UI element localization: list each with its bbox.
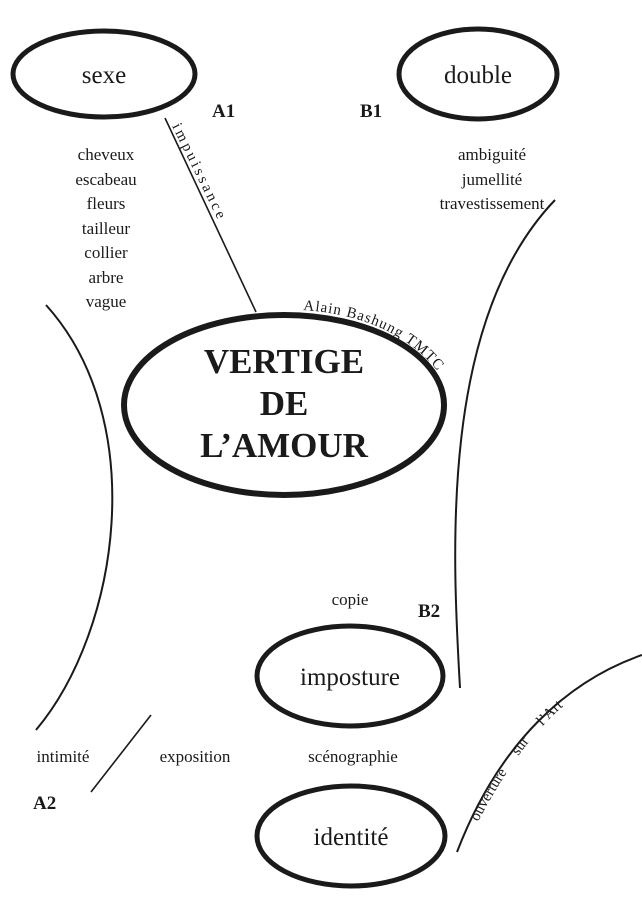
center-title-line3: L’AMOUR [200,426,369,465]
sexe-list-item: collier [84,243,128,262]
sexe-list-item: arbre [89,268,124,287]
sexe-node [10,28,198,120]
double-list-item: travestissement [440,194,545,213]
imposture-label: imposture [300,664,400,691]
exposition-label: exposition [160,747,231,766]
sexe-list-item: vague [86,292,127,311]
label-b1: B1 [360,101,382,122]
ouverture-arc-text: ouverture sur l’Art [467,697,566,824]
double-list-item: ambiguité [458,145,526,164]
ouverture-arc-label: ouverture sur l’Art [467,697,566,824]
identite-label: identité [314,824,389,851]
copie-label: copie [332,590,369,609]
double-list-item: jumellité [461,170,522,189]
center-node [121,312,447,498]
double-label: double [444,62,512,89]
sexe-list-item: escabeau [75,170,137,189]
identite-node [254,783,448,889]
imposture-node [254,623,446,729]
center-title-line1: VERTIGE [204,342,364,381]
double-node [396,26,560,122]
sexe-label: sexe [82,62,126,89]
sexe-list-item: tailleur [82,219,130,238]
sexe-word-list: cheveux escabeau fleurs tailleur collier… [75,145,137,311]
sexe-list-item: cheveux [78,145,135,164]
scenographie-label: scénographie [308,747,398,766]
double-word-list: ambiguité jumellité travestissement [440,145,545,213]
label-a1: A1 [212,101,235,122]
right-bracket-curve [454,199,556,689]
intimite-exposition-divider [90,714,152,793]
center-title-line2: DE [260,384,309,423]
impuissance-text: impuissance [168,121,226,224]
left-bracket-curve [35,304,114,731]
ouverture-curve [456,654,642,853]
label-b2: B2 [418,601,440,622]
label-a2: A2 [33,793,56,814]
impuissance-line [164,117,257,313]
impuissance-label: impuissance [168,121,229,224]
intimite-label: intimité [37,747,90,766]
sexe-list-item: fleurs [87,194,126,213]
